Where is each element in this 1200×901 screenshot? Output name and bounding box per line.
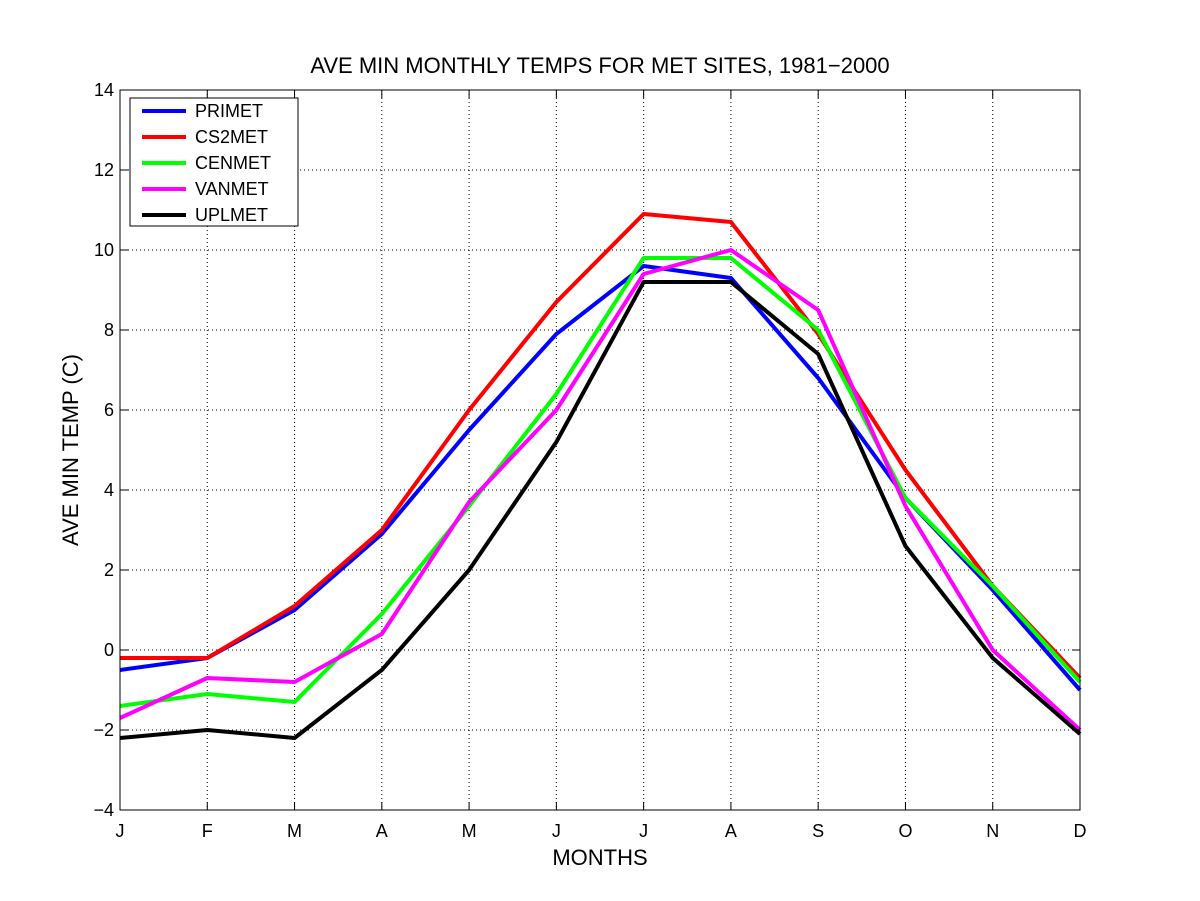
x-tick-label: M [462,821,477,841]
y-tick-label: 8 [104,320,114,340]
y-tick-label: 10 [94,240,114,260]
legend-label-uplmet: UPLMET [195,205,268,225]
y-axis-label: AVE MIN TEMP (C) [58,354,83,546]
series-lines [119,212,1082,740]
legend-label-cs2met: CS2MET [195,127,268,147]
axis-ticks [119,89,1081,811]
x-tick-label: J [552,821,561,841]
legend-label-primet: PRIMET [195,101,263,121]
x-tick-label: F [202,821,213,841]
x-tick-label: D [1074,821,1087,841]
y-tick-label: 14 [94,80,114,100]
plot-frame [119,89,1081,811]
series-line-uplmet [119,280,1082,740]
y-tick-label: 6 [104,400,114,420]
x-tick-label: J [116,821,125,841]
legend: PRIMET CS2MET CENMET VANMET UPLMET [129,97,299,227]
series-line-cs2met [120,212,1082,680]
y-tick-label: 0 [104,640,114,660]
series-line-vanmet [119,248,1082,732]
tick-labels: J F M A M J J A S O N D −4 −2 0 2 4 6 8 10 12 14 [93,80,1086,841]
grid-lines [120,90,1080,810]
legend-label-cenmet: CENMET [195,153,271,173]
x-tick-label: N [986,821,999,841]
series-line-cenmet [119,256,1082,708]
y-tick-label: 12 [94,160,114,180]
x-tick-label: A [725,821,737,841]
x-tick-label: M [287,821,302,841]
x-tick-label: O [898,821,912,841]
x-axis-label: MONTHS [552,845,647,870]
y-tick-label: 2 [104,560,114,580]
x-tick-label: S [812,821,824,841]
x-tick-label: J [639,821,648,841]
y-tick-label: −4 [93,800,114,820]
y-tick-label: 4 [104,480,114,500]
legend-label-vanmet: VANMET [195,179,269,199]
x-tick-label: A [376,821,388,841]
y-tick-label: −2 [93,720,114,740]
chart-title: AVE MIN MONTHLY TEMPS FOR MET SITES, 198… [310,53,889,78]
